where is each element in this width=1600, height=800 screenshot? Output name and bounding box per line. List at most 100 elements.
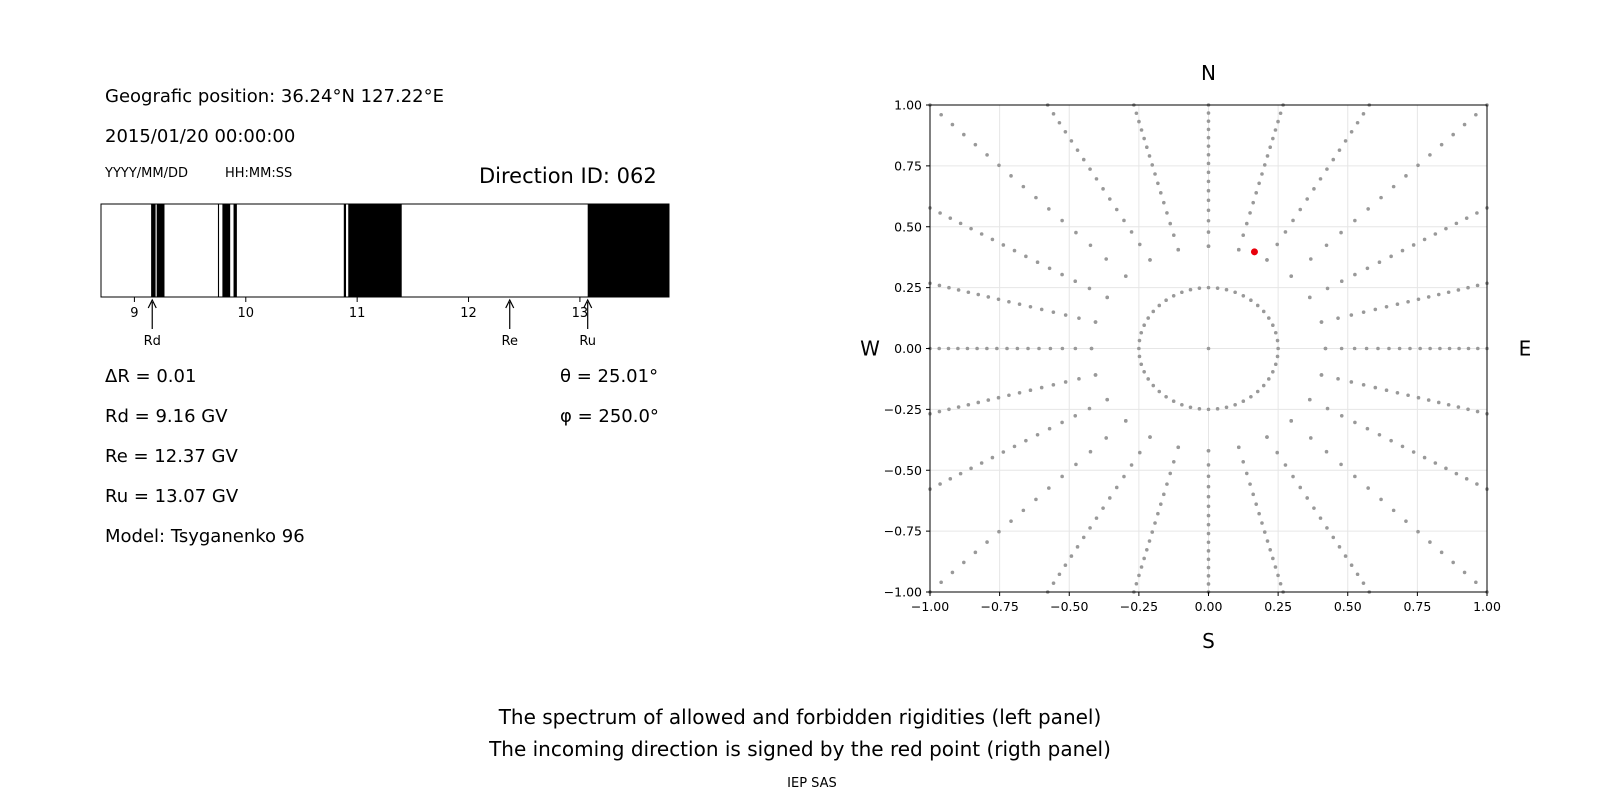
direction-point — [939, 112, 943, 117]
direction-point — [1309, 436, 1313, 440]
re-value: Re = 12.37 GV — [105, 446, 238, 467]
direction-point — [1137, 119, 1141, 124]
direction-point — [1034, 497, 1038, 502]
direction-point — [1268, 145, 1272, 149]
direction-point — [962, 560, 966, 565]
direction-point — [1206, 557, 1211, 562]
direction-point — [1289, 419, 1294, 423]
direction-point — [986, 398, 991, 402]
direction-point — [1164, 298, 1168, 303]
direction-point — [973, 550, 978, 555]
direction-point — [948, 477, 953, 481]
x-tick-label: −0.50 — [1050, 599, 1088, 614]
direction-point — [1343, 554, 1348, 558]
direction-point — [1377, 260, 1382, 265]
direction-point — [1206, 574, 1211, 578]
direction-point — [1142, 369, 1146, 374]
direction-point — [1454, 471, 1459, 476]
direction-point — [1122, 474, 1126, 479]
direction-point — [1024, 438, 1028, 443]
direction-point — [1158, 191, 1163, 195]
direction-point — [1446, 402, 1451, 407]
spectrum-tick-label: 11 — [349, 306, 366, 321]
compass-north: N — [1201, 61, 1216, 85]
geographic-position: Geografic position: 36.24°N 127.22°E — [105, 86, 445, 107]
direction-point — [1406, 299, 1410, 304]
direction-point — [1206, 463, 1211, 467]
direction-point — [1298, 207, 1303, 212]
direction-point — [1466, 346, 1471, 351]
direction-point — [1236, 445, 1241, 450]
forbidden-band — [348, 204, 402, 297]
direction-point — [1254, 502, 1259, 506]
direction-point — [979, 461, 984, 465]
direction-point — [1444, 466, 1448, 471]
direction-point — [1197, 286, 1202, 290]
direction-point — [1148, 435, 1152, 439]
direction-point — [1233, 402, 1237, 407]
direction-point — [1156, 181, 1160, 186]
direction-point — [1248, 482, 1252, 486]
direction-point — [1404, 519, 1408, 523]
direction-point — [1457, 346, 1461, 351]
forbidden-band — [587, 204, 669, 297]
marker-label-ru: Ru — [579, 334, 596, 349]
direction-point — [947, 285, 951, 290]
direction-point — [1180, 402, 1184, 407]
direction-point — [1462, 122, 1467, 127]
direction-point — [1241, 459, 1246, 464]
direction-point — [1028, 304, 1033, 309]
direction-point — [1377, 432, 1382, 437]
direction-point — [985, 153, 989, 157]
direction-point — [1331, 157, 1336, 162]
direction-point — [1139, 128, 1144, 132]
direction-point — [1273, 565, 1278, 569]
direction-point — [1015, 346, 1020, 351]
direction-point — [1464, 477, 1469, 481]
direction-point — [1251, 492, 1255, 497]
compass-south: S — [1202, 629, 1215, 653]
forbidden-bands — [151, 204, 669, 297]
direction-point — [1475, 409, 1480, 414]
direction-point — [1060, 272, 1064, 277]
direction-point — [1384, 388, 1389, 393]
direction-point — [1206, 285, 1211, 290]
direction-point — [1466, 285, 1470, 290]
x-tick-label: −0.25 — [1120, 599, 1158, 614]
direction-point — [1081, 157, 1086, 162]
direction-point — [1171, 399, 1176, 404]
direction-point — [1428, 153, 1432, 157]
direction-point — [1422, 237, 1427, 242]
direction-point — [1215, 286, 1220, 290]
direction-point — [1105, 295, 1110, 300]
direction-point — [997, 529, 1001, 534]
direction-point — [1137, 450, 1142, 455]
direction-point — [1309, 257, 1313, 261]
direction-point — [1139, 565, 1144, 569]
direction-point — [1137, 354, 1142, 359]
direction-point — [966, 402, 971, 407]
direction-point — [1353, 272, 1357, 277]
direction-point — [996, 395, 1001, 400]
direction-point — [1389, 254, 1393, 259]
direction-point — [1273, 362, 1278, 367]
direction-point — [1063, 380, 1068, 384]
direction-point — [1236, 247, 1241, 252]
y-tick-label: 0.75 — [894, 158, 922, 173]
direction-point — [1260, 521, 1264, 525]
direction-point — [1446, 290, 1451, 295]
direction-point — [1035, 260, 1040, 265]
direction-point — [1249, 298, 1253, 303]
x-tick-label: 0.50 — [1334, 599, 1362, 614]
direction-point — [1271, 556, 1275, 561]
direction-point — [1325, 406, 1330, 411]
direction-point — [1088, 167, 1092, 171]
direction-point — [966, 290, 971, 295]
direction-point — [1365, 266, 1370, 271]
direction-point — [1244, 221, 1249, 226]
direction-point — [1260, 172, 1264, 176]
direction-point — [1077, 316, 1081, 320]
direction-point — [1206, 208, 1211, 213]
direction-point — [1387, 346, 1391, 351]
direction-point — [1248, 211, 1252, 215]
